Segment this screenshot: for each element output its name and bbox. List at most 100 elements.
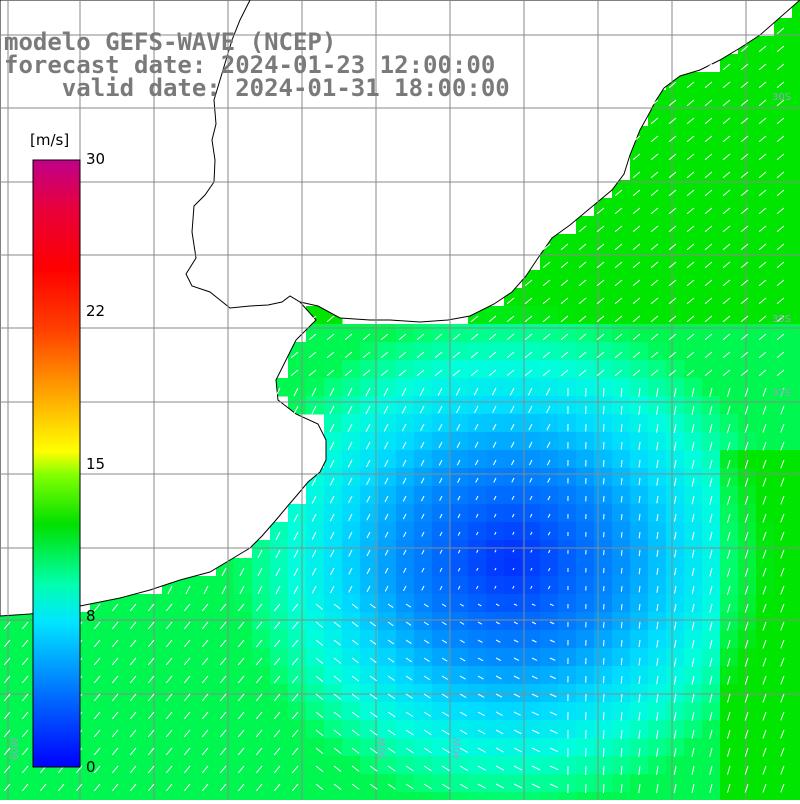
wind-cell [396,648,415,667]
wind-cell [684,414,703,433]
wind-cell [396,756,415,775]
wind-cell [468,360,487,379]
wind-cell [180,774,199,793]
wind-cell [774,666,793,685]
wind-cell [54,792,73,800]
wind-cell [378,558,397,577]
wind-cell [522,414,541,433]
wind-cell [414,504,433,523]
wind-cell [756,486,775,505]
wind-cell [738,378,757,397]
wind-cell [720,540,739,559]
wind-cell [306,522,325,541]
wind-cell [792,360,800,379]
wind-cell [594,540,613,559]
wind-cell [738,342,757,361]
wind-cell [342,558,361,577]
wind-cell [270,540,289,559]
wind-cell [162,756,181,775]
colorbar-tick-0: 0 [86,758,96,776]
wind-cell [702,756,721,775]
wind-cell [432,684,451,703]
wind-cell [108,774,127,793]
wind-cell [432,720,451,739]
wind-cell [324,414,343,433]
wind-cell [504,504,523,523]
wind-cell [144,738,163,757]
wind-cell [540,774,559,793]
wind-cell [180,612,199,631]
wind-cell [378,576,397,595]
wind-cell [522,792,541,800]
wind-cell [702,396,721,415]
wind-cell [396,702,415,721]
wind-cell [540,702,559,721]
wind-cell [234,594,253,613]
wind-cell [396,450,415,469]
wind-cell [756,72,775,91]
wind-cell [576,558,595,577]
wind-cell [774,126,793,145]
wind-cell [756,216,775,235]
wind-cell [558,270,577,289]
wind-cell [216,702,235,721]
wind-cell [180,630,199,649]
colorbar-unit: [m/s] [30,131,69,149]
wind-cell [594,792,613,800]
wind-cell [486,540,505,559]
wind-cell [36,792,55,800]
wind-cell [504,612,523,631]
wind-cell [738,720,757,739]
wind-cell [450,666,469,685]
wind-cell [612,792,631,800]
wind-cell [270,594,289,613]
wind-cell [270,774,289,793]
wind-cell [666,360,685,379]
wind-cell [702,432,721,451]
wind-cell [792,792,800,800]
wind-cell [576,684,595,703]
wind-cell [126,648,145,667]
wind-cell [774,684,793,703]
wind-cell [558,558,577,577]
wind-cell [576,432,595,451]
wind-cell [0,774,19,793]
wind-cell [594,558,613,577]
wind-cell [540,684,559,703]
wind-cell [378,468,397,487]
wind-cell [522,450,541,469]
wind-cell [630,198,649,217]
wind-cell [396,342,415,361]
wind-cell [504,540,523,559]
wind-cell [774,234,793,253]
wind-cell [576,630,595,649]
wind-cell [306,342,325,361]
wind-cell [648,234,667,253]
wind-cell [126,774,145,793]
wind-cell [504,774,523,793]
wind-cell [198,648,217,667]
wind-cell [738,324,757,343]
wind-cell [576,720,595,739]
wind-cell [558,666,577,685]
wind-cell [738,180,757,199]
wind-cell [684,666,703,685]
wind-cell [684,90,703,109]
wind-cell [198,738,217,757]
wind-cell [378,450,397,469]
lon-label: 40W [452,737,463,760]
wind-cell [324,522,343,541]
wind-cell [414,378,433,397]
wind-cell [576,342,595,361]
wind-cell [198,594,217,613]
wind-cell [486,684,505,703]
wind-cell [738,594,757,613]
wind-cell [702,558,721,577]
wind-cell [720,90,739,109]
wind-cell [324,666,343,685]
wind-cell [0,630,19,649]
wind-cell [468,504,487,523]
wind-cell [468,450,487,469]
wind-cell [396,324,415,343]
wind-cell [522,612,541,631]
